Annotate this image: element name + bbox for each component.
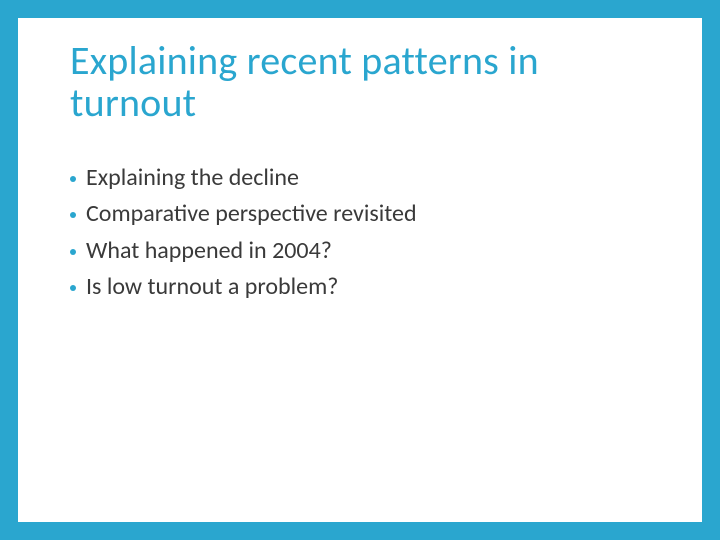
list-item: Comparative perspective revisited xyxy=(70,198,660,230)
slide-content: Explaining recent patterns in turnout Ex… xyxy=(70,40,660,308)
slide-title: Explaining recent patterns in turnout xyxy=(70,40,660,124)
list-item: Is low turnout a problem? xyxy=(70,271,660,303)
list-item: What happened in 2004? xyxy=(70,235,660,267)
list-item: Explaining the decline xyxy=(70,162,660,194)
bullet-list: Explaining the decline Comparative persp… xyxy=(70,162,660,304)
slide: Explaining recent patterns in turnout Ex… xyxy=(0,0,720,540)
